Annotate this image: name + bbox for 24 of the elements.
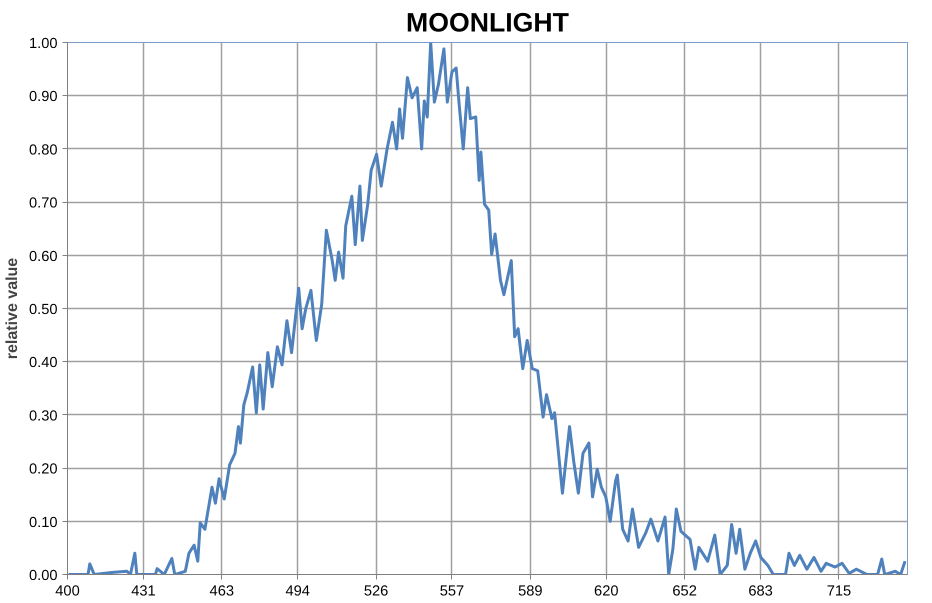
y-tick-label: 0.60 (28, 248, 58, 265)
x-tick-label: 620 (594, 584, 619, 600)
x-tick-label: 652 (672, 584, 697, 600)
x-tick-label: 683 (748, 584, 773, 600)
y-tick-label: 0.70 (28, 196, 58, 212)
x-tick-label: 526 (364, 584, 388, 600)
y-tick-label: 0.30 (28, 408, 58, 424)
x-tick-label: 494 (285, 584, 310, 600)
x-tick-label: 431 (131, 584, 156, 600)
y-tick-label: 0.00 (28, 568, 58, 584)
y-tick-label: 0.20 (28, 462, 58, 478)
chart-title: MOONLIGHT (406, 8, 569, 38)
y-tick-label: 0.80 (28, 142, 58, 158)
y-tick-label: 0.10 (28, 514, 58, 531)
y-tick-label: 1.00 (28, 36, 58, 52)
y-tick-label: 0.90 (28, 89, 58, 106)
y-tick-label: 0.50 (28, 302, 58, 318)
x-tick-label: 557 (440, 584, 464, 600)
y-tick-label: 0.40 (28, 355, 58, 372)
x-tick-label: 463 (210, 584, 234, 600)
x-tick-label: 589 (518, 584, 543, 600)
x-tick-label: 715 (826, 584, 852, 600)
x-tick-label: 400 (55, 584, 80, 600)
y-axis-title: relative value (4, 258, 21, 360)
